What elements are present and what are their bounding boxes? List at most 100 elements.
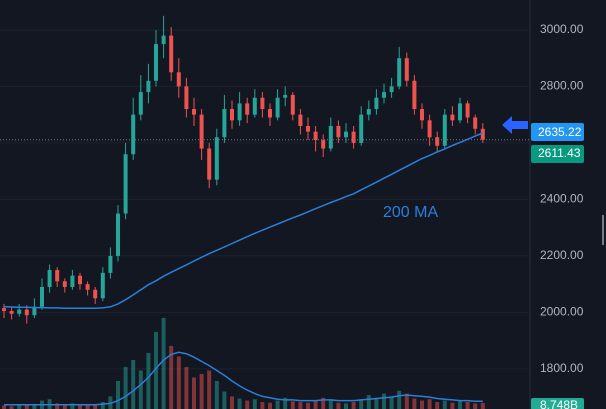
volume-bar bbox=[328, 399, 333, 409]
candle-body bbox=[230, 109, 234, 121]
volume bbox=[2, 317, 485, 409]
candle-body bbox=[214, 137, 219, 180]
volume-bar bbox=[389, 396, 394, 409]
candle-body bbox=[366, 109, 371, 115]
volume-bar bbox=[374, 397, 379, 409]
candle-body bbox=[268, 109, 272, 118]
candle-body bbox=[283, 94, 288, 98]
ma-price-tag bbox=[531, 122, 584, 141]
volume-bar bbox=[2, 405, 6, 409]
volume-bar bbox=[397, 390, 402, 409]
candle-body bbox=[397, 58, 402, 87]
volume-bar bbox=[154, 331, 158, 409]
candle-body bbox=[389, 86, 394, 93]
volume-bar bbox=[78, 404, 82, 409]
candle-body bbox=[85, 284, 90, 290]
volume-bar bbox=[359, 399, 364, 409]
candle-body bbox=[55, 270, 60, 282]
volume-bar bbox=[268, 402, 272, 409]
candle-body bbox=[275, 97, 280, 118]
candle-body bbox=[245, 103, 250, 115]
volume-bar bbox=[207, 370, 212, 409]
candle-body bbox=[427, 120, 432, 138]
candle-body bbox=[458, 103, 462, 121]
volume-bar bbox=[237, 398, 242, 409]
candle-body bbox=[17, 309, 22, 314]
ma-price-label: 2635.22 bbox=[538, 125, 582, 139]
candle-body bbox=[382, 92, 386, 98]
candle-body bbox=[146, 80, 151, 93]
candle-body bbox=[47, 270, 52, 287]
volume-bar bbox=[85, 405, 90, 409]
volume-bar bbox=[62, 404, 67, 409]
volume-bar bbox=[321, 397, 326, 409]
y-tick-label: 3000.00 bbox=[540, 22, 584, 36]
volume-bar bbox=[366, 394, 371, 409]
volume-ma-line bbox=[4, 351, 483, 406]
volume-bar bbox=[351, 401, 356, 409]
candle-body bbox=[40, 286, 44, 307]
candle-body bbox=[480, 128, 485, 140]
volume-bar bbox=[260, 401, 265, 409]
ma-line bbox=[3, 132, 484, 309]
volume-bar bbox=[290, 401, 295, 409]
volume-bar bbox=[184, 366, 189, 409]
candle-body bbox=[78, 275, 82, 285]
volume-bar bbox=[176, 356, 181, 409]
volume-bar bbox=[336, 402, 341, 409]
candle-body bbox=[123, 154, 128, 214]
candle-body bbox=[207, 148, 212, 180]
candle-body bbox=[298, 114, 303, 126]
candle-body bbox=[237, 103, 242, 121]
candle-body bbox=[313, 131, 318, 141]
arrow bbox=[502, 116, 528, 134]
candle-body bbox=[404, 58, 409, 81]
volume-bar bbox=[214, 380, 219, 409]
volume-bar bbox=[245, 400, 250, 409]
candle-body bbox=[62, 281, 67, 287]
volume-bar bbox=[169, 345, 174, 409]
volume-bar bbox=[230, 396, 234, 409]
volume-bar bbox=[222, 391, 227, 409]
volume-bar bbox=[192, 377, 196, 409]
candle-body bbox=[473, 117, 478, 129]
volume-bar bbox=[306, 402, 310, 409]
candle-body bbox=[435, 137, 440, 146]
volume-bar bbox=[442, 400, 447, 409]
volume-bar bbox=[146, 352, 151, 409]
volume-bar bbox=[404, 393, 409, 409]
volume-bar bbox=[161, 317, 166, 409]
candle-body bbox=[351, 131, 356, 143]
candle-body bbox=[131, 114, 136, 155]
candle-body bbox=[24, 309, 29, 316]
grid: 1800.00 2000.00 2200.00 2400.00 2800.00 3000.… bbox=[0, 22, 584, 375]
candle-body bbox=[412, 80, 417, 110]
volume-bar bbox=[17, 405, 22, 409]
volume-bar bbox=[32, 405, 37, 409]
volume-bar bbox=[382, 393, 386, 409]
candle-body bbox=[328, 125, 333, 149]
volume-bar bbox=[298, 401, 303, 409]
volume-bar bbox=[199, 373, 204, 409]
candle-body bbox=[321, 140, 326, 149]
candle-body bbox=[465, 103, 470, 118]
last-price-label: 2611.43 bbox=[538, 146, 581, 160]
candle-body bbox=[199, 114, 204, 149]
volume-label: 8.748B bbox=[540, 398, 578, 409]
y-tick-label: 2400.00 bbox=[540, 192, 584, 206]
candle-body bbox=[70, 275, 75, 287]
candle-body bbox=[252, 97, 257, 115]
candle-body bbox=[9, 310, 14, 314]
candle-body bbox=[100, 272, 105, 299]
volume-bar bbox=[252, 399, 257, 409]
candle-body bbox=[222, 109, 227, 138]
candle-body bbox=[290, 94, 295, 115]
volume-bar bbox=[9, 406, 14, 409]
volume-bar bbox=[93, 404, 98, 409]
volume-bar bbox=[138, 370, 143, 409]
volume-bar bbox=[465, 401, 470, 409]
candle-body bbox=[32, 306, 37, 316]
lines bbox=[3, 132, 484, 406]
last-price-tag bbox=[531, 144, 584, 163]
